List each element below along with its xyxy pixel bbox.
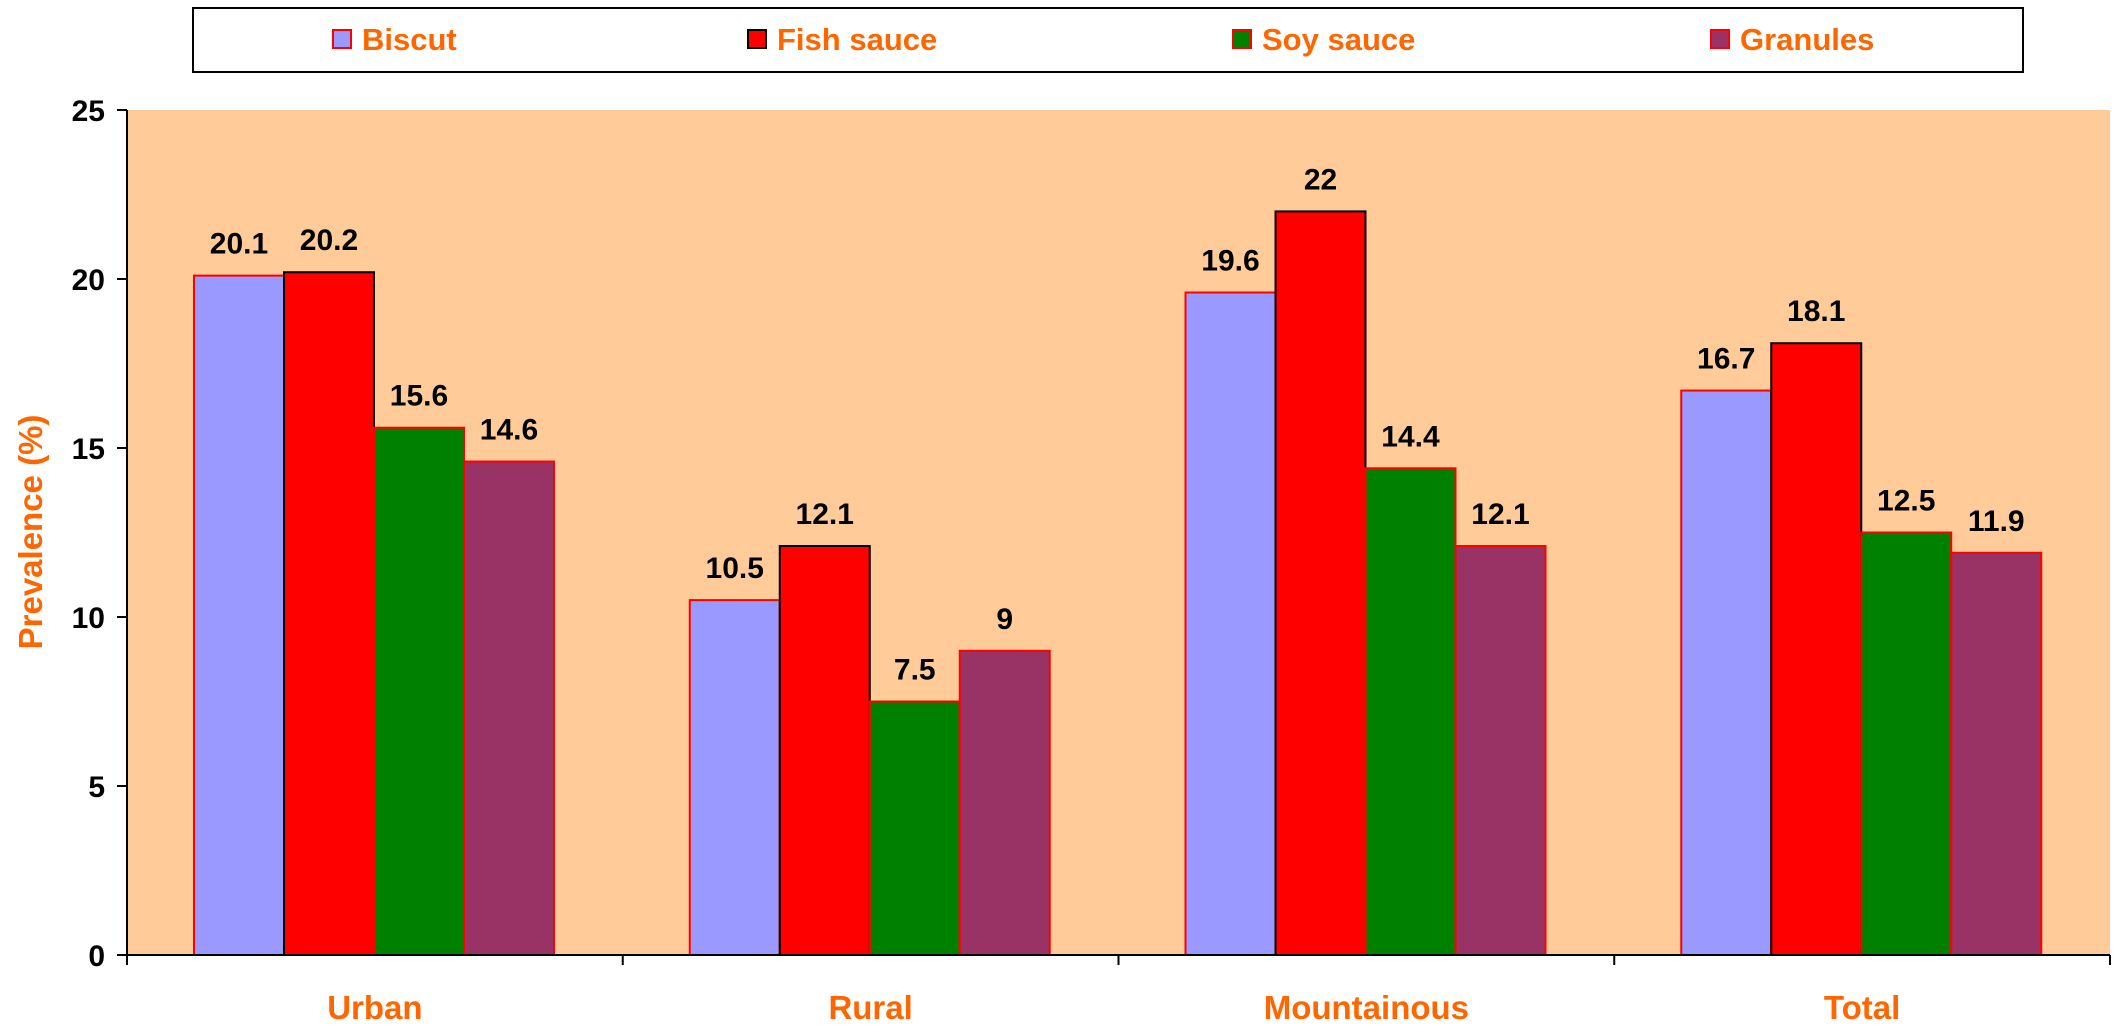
y-tick-label: 10 xyxy=(72,602,105,635)
y-axis-title: Prevalence (%) xyxy=(12,415,49,650)
y-axis-ticks: 0 5 10 15 20 25 xyxy=(72,95,127,973)
data-label-biscut-rural: 10.5 xyxy=(706,552,764,585)
x-axis-ticks: Urban Rural Mountainous Total xyxy=(126,955,2111,1026)
bar-biscut-total xyxy=(1680,389,1773,957)
bar-soy-sauce-total xyxy=(1860,531,1953,956)
data-label-soy-sauce-urban: 15.6 xyxy=(390,380,448,413)
data-label-fish-sauce-mountainous: 22 xyxy=(1304,163,1337,196)
data-label-biscut-mountainous: 19.6 xyxy=(1201,245,1259,278)
data-label-granules-rural: 9 xyxy=(996,603,1013,636)
bar-soy-sauce-rural xyxy=(868,700,961,956)
legend-label-fish-sauce: Fish sauce xyxy=(777,22,937,57)
data-labels: 20.1 20.2 15.6 14.6 10.5 12.1 7.5 9 19.6 22 14.4 12… xyxy=(210,163,2025,686)
category-label-rural: Rural xyxy=(828,989,912,1026)
bar-soy-sauce-mountainous xyxy=(1364,467,1457,956)
legend-swatch-granules xyxy=(1710,29,1730,49)
data-label-granules-mountainous: 12.1 xyxy=(1471,498,1529,531)
bar-fish-sauce-total xyxy=(1770,342,1863,957)
bar-fish-sauce-rural xyxy=(778,545,871,957)
bar-granules-rural xyxy=(958,649,1051,956)
bars xyxy=(193,210,2043,957)
data-label-granules-urban: 14.6 xyxy=(480,414,538,447)
legend-swatch-fish-sauce xyxy=(747,29,767,49)
legend-label-soy-sauce: Soy sauce xyxy=(1262,22,1415,57)
y-tick-label: 25 xyxy=(72,95,105,128)
data-label-soy-sauce-total: 12.5 xyxy=(1877,485,1935,518)
legend-label-biscut: Biscut xyxy=(362,22,457,57)
y-tick-label: 5 xyxy=(88,771,105,804)
data-label-fish-sauce-urban: 20.2 xyxy=(300,224,358,257)
legend: Biscut Fish sauce Soy sauce Granules xyxy=(332,22,1874,57)
legend-label-granules: Granules xyxy=(1740,22,1874,57)
category-label-mountainous: Mountainous xyxy=(1264,989,1469,1026)
y-tick-label: 20 xyxy=(72,264,105,297)
data-label-fish-sauce-total: 18.1 xyxy=(1787,295,1845,328)
bar-granules-urban xyxy=(463,460,555,956)
data-label-soy-sauce-rural: 7.5 xyxy=(894,654,936,687)
bar-granules-total xyxy=(1950,551,2043,957)
data-label-granules-total: 11.9 xyxy=(1968,505,2025,538)
legend-swatch-biscut xyxy=(332,29,352,49)
bar-granules-mountainous xyxy=(1454,545,1547,957)
bar-soy-sauce-urban xyxy=(373,426,465,957)
bar-fish-sauce-mountainous xyxy=(1274,210,1367,956)
legend-swatch-soy-sauce xyxy=(1232,29,1252,49)
y-tick-label: 0 xyxy=(88,940,105,973)
bar-biscut-urban xyxy=(193,274,285,956)
data-label-biscut-total: 16.7 xyxy=(1697,343,1755,376)
category-label-total: Total xyxy=(1824,989,1900,1026)
data-label-fish-sauce-rural: 12.1 xyxy=(796,498,854,531)
data-label-soy-sauce-mountainous: 14.4 xyxy=(1381,420,1440,453)
category-label-urban: Urban xyxy=(327,989,422,1026)
bar-fish-sauce-urban xyxy=(283,271,375,956)
bar-biscut-mountainous xyxy=(1184,291,1277,956)
bar-biscut-rural xyxy=(688,599,781,956)
y-tick-label: 15 xyxy=(72,433,105,466)
data-label-biscut-urban: 20.1 xyxy=(210,228,268,261)
